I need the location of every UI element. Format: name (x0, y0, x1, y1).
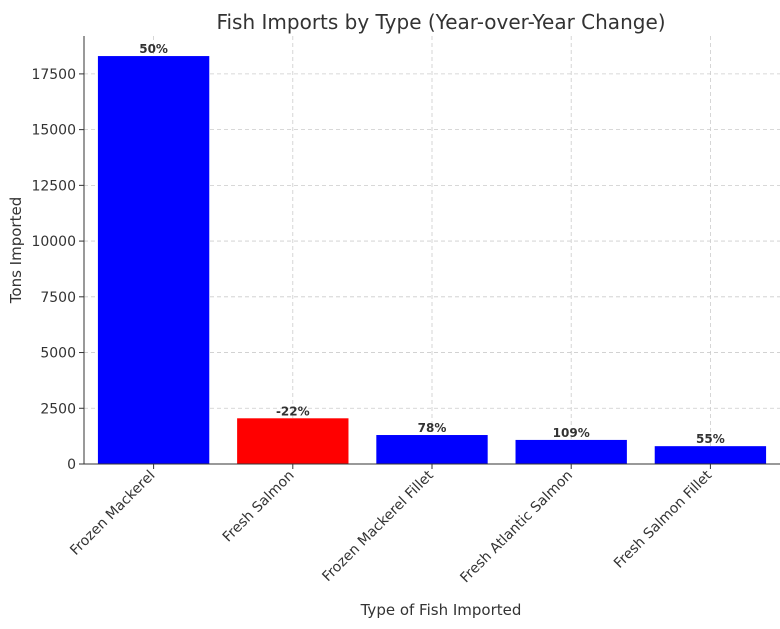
x-tick-label: Frozen Mackerel Fillet (319, 467, 437, 585)
bar (376, 435, 488, 464)
y-tick-labels: 0 2500 5000 7500 10000 12500 15000 17500 (31, 67, 76, 473)
x-tick-label: Fresh Salmon Fillet (611, 467, 716, 572)
y-tick-label: 0 (67, 457, 76, 473)
y-tick-label: 17500 (31, 67, 76, 83)
x-axis-label: Type of Fish Imported (360, 601, 522, 619)
y-tick-label: 2500 (40, 401, 76, 417)
x-tick-label: Frozen Mackerel (67, 468, 158, 559)
bar-data-label: 55% (696, 432, 725, 446)
bars (97, 56, 767, 464)
y-tick-label: 7500 (40, 290, 76, 306)
x-tick-label: Fresh Atlantic Salmon (457, 468, 576, 587)
data-labels: 50% -22% 78% 109% 55% (139, 42, 725, 446)
y-axis-label: Tons Imported (7, 197, 25, 304)
bar (654, 446, 767, 464)
bar-data-label: 50% (139, 42, 168, 56)
y-tick-label: 12500 (31, 178, 76, 194)
bar (97, 56, 210, 464)
x-tick-label: Fresh Salmon (220, 468, 298, 546)
y-tick-label: 10000 (31, 234, 76, 250)
chart-title: Fish Imports by Type (Year-over-Year Cha… (216, 10, 665, 34)
bar-data-label: 109% (553, 426, 590, 440)
bar-data-label: 78% (418, 421, 447, 435)
y-tick-label: 5000 (40, 346, 76, 362)
x-tick-labels: Frozen Mackerel Fresh Salmon Frozen Macker… (67, 467, 715, 586)
bar (237, 418, 349, 464)
axes (79, 36, 780, 469)
bar (515, 439, 627, 464)
y-tick-label: 15000 (31, 123, 76, 139)
bar-data-label: -22% (276, 404, 310, 418)
